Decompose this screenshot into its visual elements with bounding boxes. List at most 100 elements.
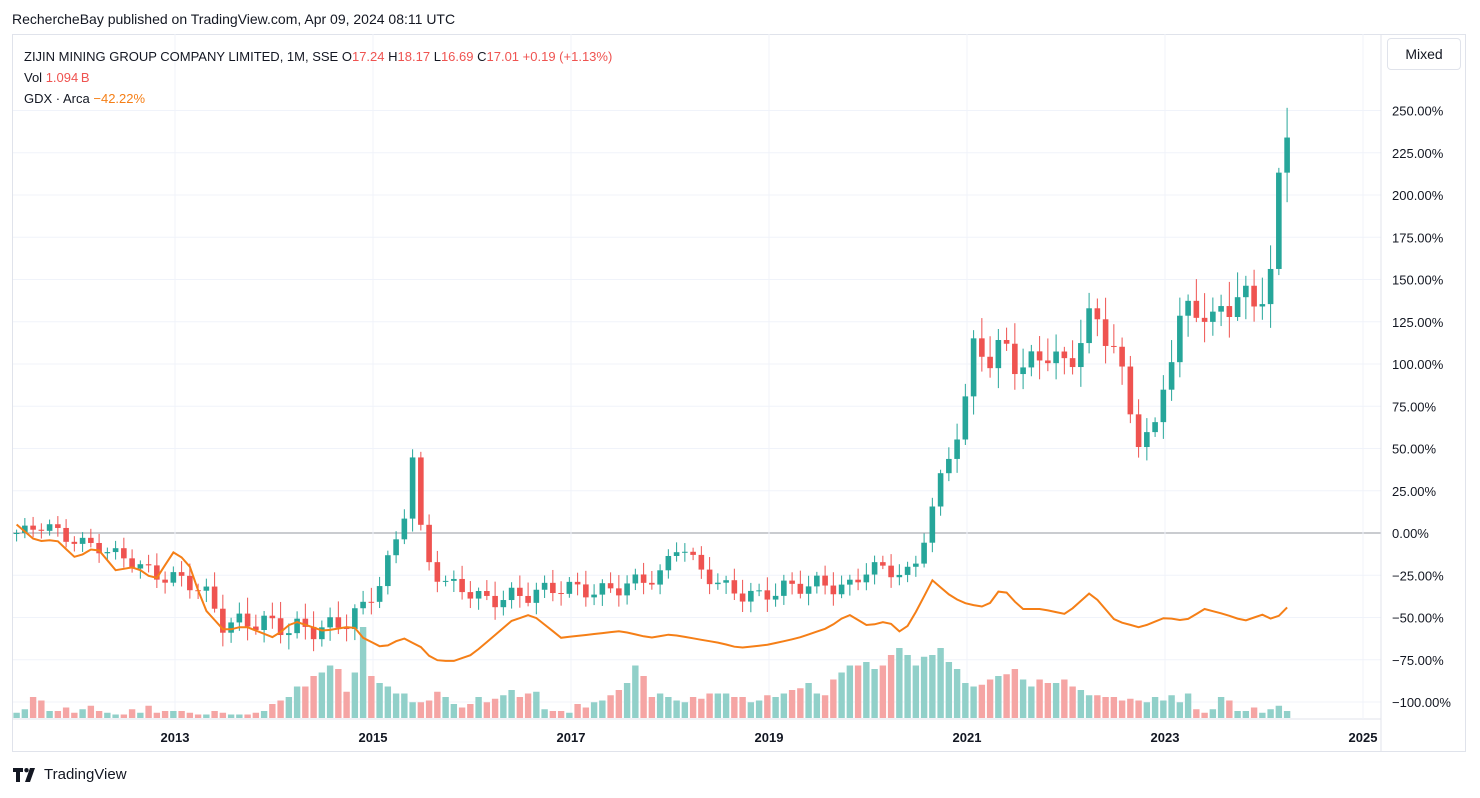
candle-body (154, 565, 160, 580)
volume-bar (673, 700, 680, 718)
volume-bar (920, 656, 928, 718)
y-tick-label: −50.00% (1392, 611, 1444, 626)
volume-bar (623, 683, 631, 718)
candle-body (129, 558, 135, 569)
volume-bar (599, 700, 606, 718)
volume-bar (500, 695, 507, 718)
candle-body (789, 580, 795, 584)
volume-bar (161, 711, 169, 718)
volume-bar (359, 627, 367, 718)
close-value: 17.01 (486, 49, 520, 64)
candle-body (830, 585, 837, 595)
x-tick-label: 2015 (359, 730, 388, 745)
candle-body (607, 583, 614, 589)
candle-body (822, 575, 828, 586)
volume-bar (236, 714, 243, 718)
candle-body (781, 580, 787, 596)
candle-body (30, 525, 36, 530)
volume-bar (351, 672, 359, 718)
volume-bar (194, 714, 202, 718)
volume-bar (1036, 679, 1043, 718)
candle-body (1152, 422, 1158, 433)
candle-body (946, 458, 952, 474)
candle-body (79, 537, 86, 544)
volume-bar (219, 712, 227, 718)
volume-bar (516, 697, 524, 718)
candle-body (104, 552, 111, 554)
compare-value: −42.22% (93, 91, 146, 106)
volume-bar (747, 702, 755, 718)
candle-body (1243, 285, 1249, 298)
candle-body (517, 587, 523, 596)
volume-bar (310, 676, 317, 718)
candle-body (170, 572, 177, 583)
volume-bar (1110, 697, 1118, 718)
candle-body (673, 552, 680, 556)
candle-body (805, 586, 812, 594)
candle-body (797, 583, 804, 594)
candle-body (244, 613, 251, 627)
volume-bar (681, 702, 689, 718)
y-tick-label: 200.00% (1392, 188, 1444, 203)
candle-body (1003, 340, 1010, 344)
scale-mode-button[interactable]: Mixed (1387, 38, 1461, 70)
low-label: L (433, 49, 441, 64)
volume-bar (1052, 683, 1060, 718)
open-value: 17.24 (351, 49, 385, 64)
volume-bar (830, 679, 837, 718)
x-tick-label: 2019 (755, 730, 784, 745)
volume-bar (434, 691, 441, 718)
candle-body (88, 537, 94, 543)
candle-body (616, 588, 622, 596)
close-label: C (477, 49, 487, 64)
volume-bar (112, 714, 119, 718)
candle-body (418, 457, 424, 525)
volume-bar (1151, 697, 1159, 718)
candle-body (1267, 268, 1274, 305)
symbol-name: ZIJIN MINING GROUP COMPANY LIMITED, 1M, … (24, 49, 339, 64)
volume-bar (1003, 674, 1010, 718)
candle-body (236, 613, 243, 623)
volume-bar (788, 690, 796, 718)
candle-body (525, 595, 531, 603)
volume-bar (1102, 697, 1109, 718)
candle-body (995, 340, 1002, 369)
volume-bar (38, 700, 45, 718)
candle-body (137, 564, 144, 569)
volume-bar (1168, 695, 1175, 718)
chart-legend: ZIJIN MINING GROUP COMPANY LIMITED, 1M, … (24, 46, 612, 109)
volume-bar (656, 693, 664, 718)
candle-body (1201, 317, 1208, 322)
candle-body (1020, 367, 1026, 375)
candle-body (937, 473, 944, 507)
volume-bar (805, 683, 812, 718)
candle-body (71, 541, 78, 544)
candle-body (38, 529, 45, 531)
candle-body (492, 595, 498, 608)
volume-bar (1127, 698, 1134, 718)
candle-body (261, 615, 267, 631)
volume-bar (458, 707, 466, 718)
volume-bar (1143, 702, 1151, 718)
y-tick-label: 225.00% (1392, 146, 1444, 161)
candle-body (583, 584, 589, 598)
volume-bar (1242, 711, 1250, 718)
y-tick-label: −100.00% (1392, 695, 1451, 710)
volume-bar (153, 712, 161, 718)
x-tick-label: 2023 (1151, 730, 1180, 745)
candle-body (451, 578, 457, 581)
volume-bar (755, 700, 763, 718)
volume-bar (1069, 686, 1076, 718)
volume-bar (863, 662, 870, 718)
tradingview-logo[interactable]: TradingView (13, 766, 127, 783)
volume-bar (1267, 709, 1274, 718)
candle-body (1135, 414, 1142, 448)
volume-bar (368, 676, 375, 718)
candle-body (112, 548, 119, 553)
candle-body (277, 618, 284, 636)
candle-body (1078, 343, 1084, 368)
volume-bar (978, 684, 986, 718)
volume-bar (995, 676, 1002, 718)
candle-body (327, 617, 333, 628)
